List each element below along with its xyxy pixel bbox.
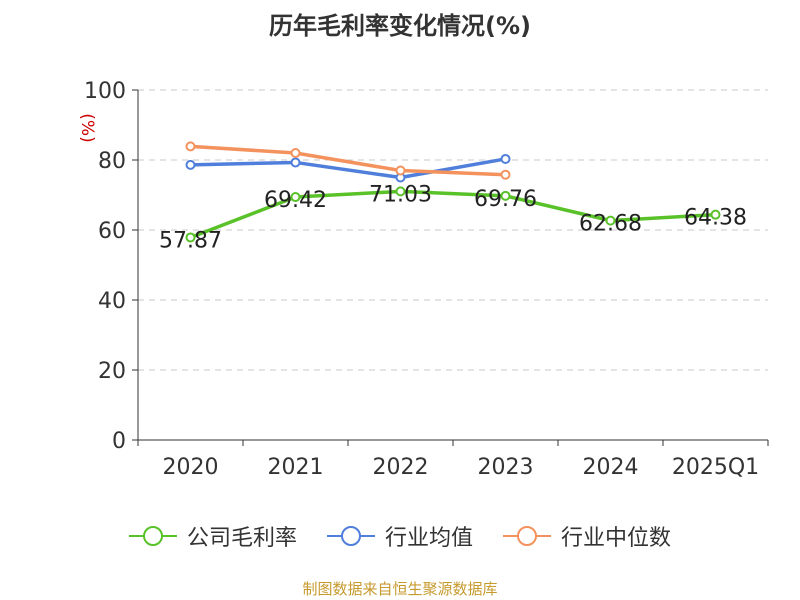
y-axis-label: (%) xyxy=(77,113,97,142)
data-point-s2-0 xyxy=(185,141,196,152)
data-label-0: 57.87 xyxy=(159,228,222,253)
legend-label-industry-median: 行业中位数 xyxy=(561,526,672,551)
series-line-0 xyxy=(188,189,718,240)
chart-title: 历年毛利率变化情况(%) xyxy=(269,12,531,40)
data-point-s0-3 xyxy=(500,190,511,201)
x-tick-label: 2022 xyxy=(373,455,429,480)
data-point-s0-5 xyxy=(710,209,721,220)
legend-swatch-company xyxy=(128,526,177,546)
data-point-s0-1 xyxy=(290,192,301,203)
legend-item-industry-median[interactable]: 行业中位数 xyxy=(503,520,671,552)
legend-item-company[interactable]: 公司毛利率 xyxy=(128,520,297,552)
legend-label-company: 公司毛利率 xyxy=(186,526,297,551)
x-tick-label: 2020 xyxy=(163,455,219,480)
data-source-note: 制图数据来自恒生聚源数据库 xyxy=(302,580,498,598)
data-point-s1-3 xyxy=(500,153,511,164)
legend-item-industry-mean[interactable]: 行业均值 xyxy=(326,520,473,552)
y-tick-label: 40 xyxy=(98,289,126,314)
series-line-1 xyxy=(188,157,508,180)
data-point-s0-0 xyxy=(185,232,196,243)
data-label-2: 71.03 xyxy=(369,182,432,207)
data-label-4: 62.68 xyxy=(579,212,642,237)
data-label-3: 69.76 xyxy=(474,187,537,212)
x-tick-label: 2024 xyxy=(583,455,639,480)
legend-swatch-industry-mean xyxy=(326,526,375,546)
x-tick-label: 2023 xyxy=(478,455,534,480)
data-label-5: 64.38 xyxy=(684,206,747,231)
y-tick-label: 60 xyxy=(98,219,126,244)
data-point-s1-1 xyxy=(290,157,301,168)
data-label-1: 69.42 xyxy=(264,188,327,213)
data-point-s0-2 xyxy=(395,186,406,197)
y-tick-label: 0 xyxy=(112,429,126,454)
data-point-s1-0 xyxy=(185,159,196,170)
legend-swatch-industry-median xyxy=(503,526,551,546)
chart-legend: 公司毛利率 行业均值 行业中位数 xyxy=(0,520,800,552)
series-line-2 xyxy=(188,144,508,177)
y-tick-label: 100 xyxy=(84,79,126,104)
data-point-s2-3 xyxy=(500,169,511,180)
x-tick-label: 2025Q1 xyxy=(672,455,759,480)
legend-label-industry-mean: 行业均值 xyxy=(384,526,473,551)
data-point-s2-2 xyxy=(395,165,406,176)
data-point-s2-1 xyxy=(290,148,301,158)
data-point-s0-4 xyxy=(605,215,616,226)
x-tick-label: 2021 xyxy=(268,455,324,480)
y-tick-label: 20 xyxy=(98,359,126,384)
y-tick-label: 80 xyxy=(98,149,126,174)
